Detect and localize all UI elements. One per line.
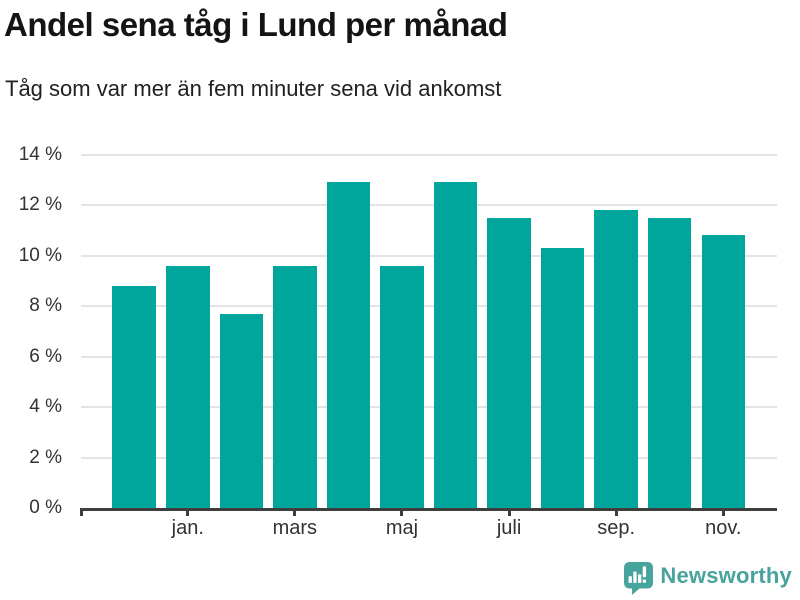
y-axis-label: 14 % bbox=[18, 143, 62, 165]
y-axis-label: 10 % bbox=[18, 244, 62, 266]
x-axis-label: mars bbox=[272, 517, 318, 539]
bar bbox=[273, 265, 317, 508]
x-axis-tick bbox=[400, 508, 404, 516]
gridline bbox=[81, 406, 777, 408]
x-axis-start-tick bbox=[80, 508, 83, 516]
bar bbox=[433, 182, 478, 508]
gridline bbox=[81, 204, 777, 206]
bar bbox=[380, 265, 424, 508]
gridline bbox=[81, 456, 777, 459]
bar bbox=[487, 217, 531, 508]
bar bbox=[219, 313, 264, 508]
chart-subtitle: Tåg som var mer än fem minuter sena vid … bbox=[5, 76, 502, 101]
bar bbox=[112, 285, 156, 508]
y-axis-label: 4 % bbox=[29, 396, 62, 417]
bar bbox=[540, 247, 585, 508]
bar bbox=[166, 265, 210, 508]
gridline bbox=[81, 153, 777, 156]
bar bbox=[701, 235, 745, 508]
x-axis-tick bbox=[721, 508, 725, 516]
gridline bbox=[81, 254, 777, 257]
x-axis-tick bbox=[186, 508, 190, 516]
gridline bbox=[81, 355, 777, 358]
x-axis-label: sep. bbox=[597, 517, 636, 539]
x-axis-label: jan. bbox=[171, 517, 204, 539]
y-axis-label: 6 % bbox=[29, 345, 62, 367]
x-axis-label: maj bbox=[385, 517, 419, 539]
newsworthy-bar-chart-bubble-icon bbox=[624, 561, 654, 595]
x-axis-line bbox=[81, 508, 777, 511]
x-axis-tick bbox=[507, 508, 511, 516]
y-axis-label: 12 % bbox=[18, 194, 62, 215]
x-axis-label: juli bbox=[496, 517, 522, 539]
y-axis-label: 0 % bbox=[29, 497, 62, 518]
newsworthy-logo: Newsworthy bbox=[624, 560, 792, 596]
y-axis-label: 2 % bbox=[29, 446, 62, 468]
bar bbox=[326, 182, 371, 508]
y-axis-label: 8 % bbox=[29, 295, 62, 316]
bar bbox=[594, 210, 638, 508]
chart-title: Andel sena tåg i Lund per månad bbox=[4, 6, 508, 43]
x-axis-tick bbox=[293, 508, 297, 516]
x-axis-tick bbox=[614, 508, 618, 516]
x-axis-label: nov. bbox=[705, 517, 742, 539]
bar bbox=[647, 217, 692, 508]
newsworthy-logo-text: Newsworthy bbox=[660, 563, 792, 588]
gridline bbox=[81, 305, 777, 307]
